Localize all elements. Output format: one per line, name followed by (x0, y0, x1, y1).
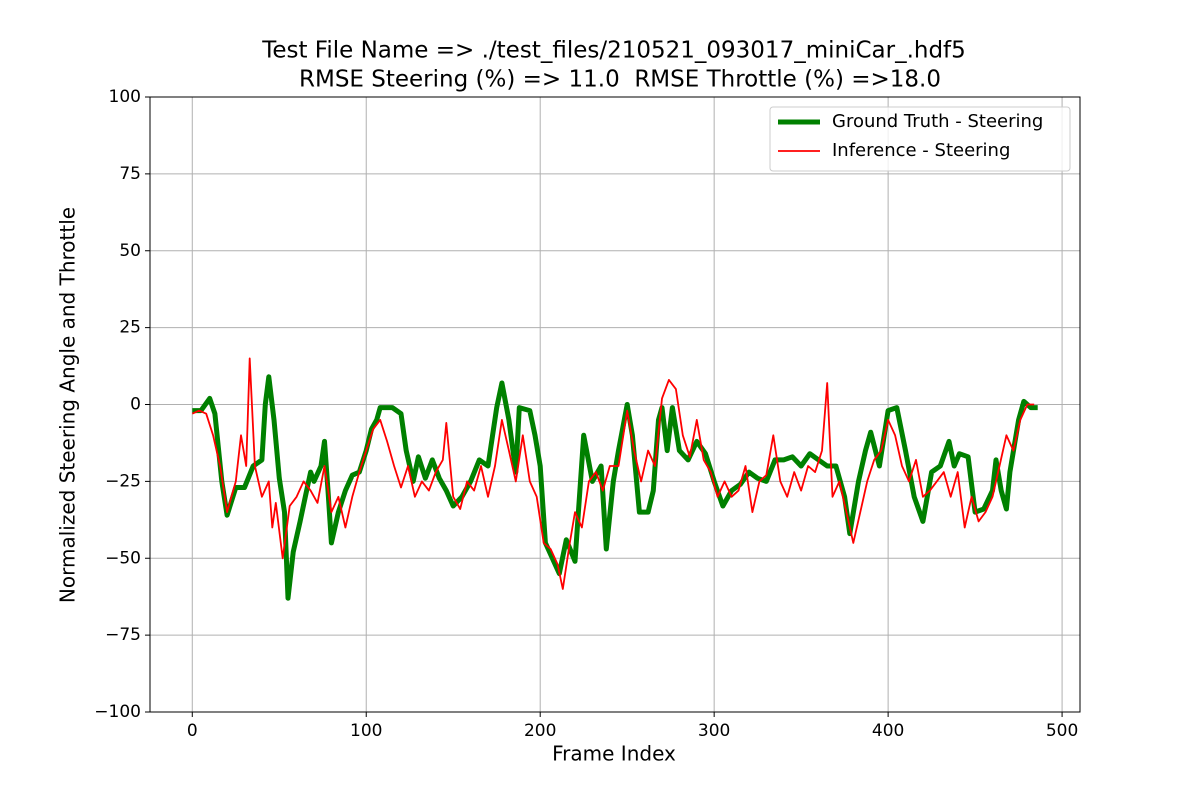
legend-box (769, 106, 1071, 172)
y-tick-label: −25 (105, 471, 141, 491)
y-tick-label: 25 (119, 318, 141, 338)
y-tick-label: 50 (119, 241, 141, 261)
y-axis-label: Normalized Steering Angle and Throttle (56, 207, 80, 603)
x-tick-label: 400 (872, 721, 904, 741)
y-tick-label: −100 (94, 702, 141, 722)
x-tick-label: 300 (698, 721, 730, 741)
x-axis-label: Frame Index (552, 742, 676, 766)
y-tick-label: 100 (109, 87, 141, 107)
legend-label: Ground Truth - Steering (832, 111, 1043, 132)
legend-label: Inference - Steering (832, 140, 1010, 161)
x-tick-label: 0 (187, 721, 198, 741)
y-tick-label: 0 (130, 395, 141, 415)
chart-subtitle: RMSE Steering (%) => 11.0 RMSE Throttle … (299, 67, 941, 93)
data-line (192, 374, 1038, 601)
chart-title: Test File Name => ./test_files/210521_09… (261, 38, 966, 64)
data-line (191, 357, 1035, 590)
x-tick-label: 500 (1046, 721, 1078, 741)
y-tick-label: −75 (105, 625, 141, 645)
y-tick-label: 75 (119, 164, 141, 184)
x-tick-label: 100 (350, 721, 382, 741)
legend: Ground Truth - Steering Inference - Steer… (769, 106, 1071, 172)
x-tick-label: 200 (524, 721, 556, 741)
y-tick-label: −50 (105, 548, 141, 568)
plot-frame (149, 96, 1081, 713)
